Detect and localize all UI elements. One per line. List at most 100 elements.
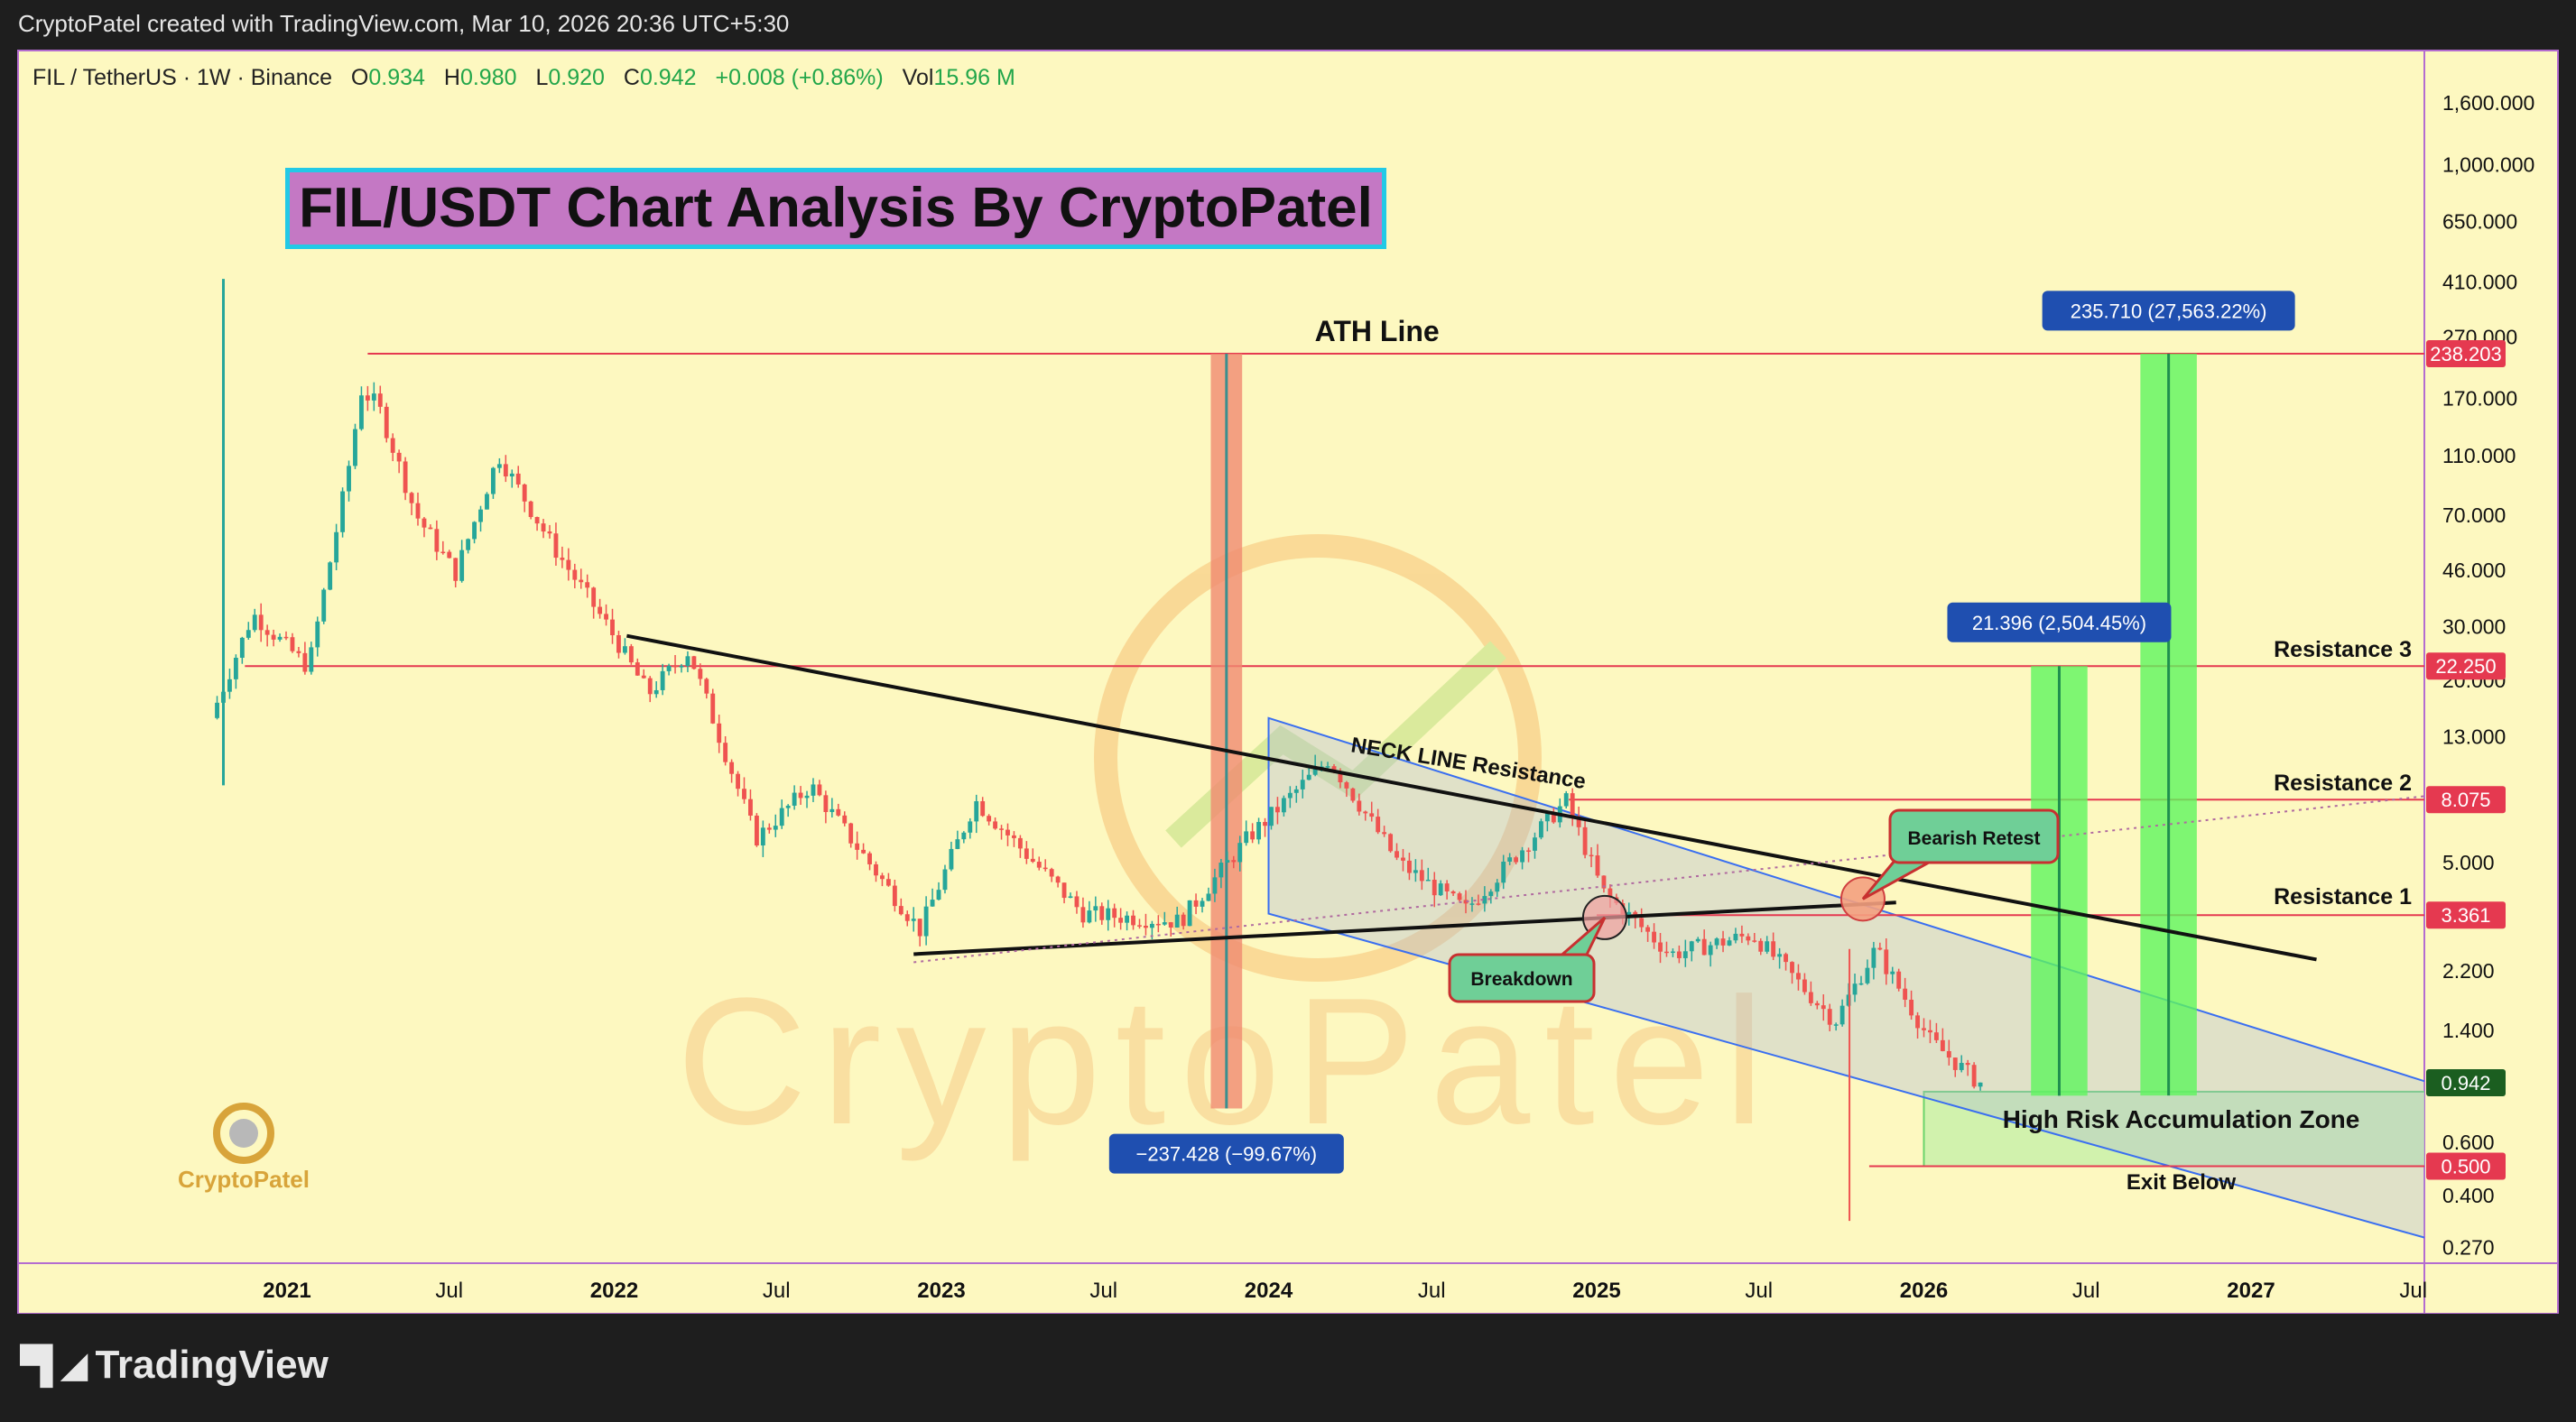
price-badge-text: 22.250 — [2435, 655, 2496, 678]
candle-body — [1331, 766, 1337, 772]
candle-body — [999, 828, 1004, 830]
candle-body — [917, 919, 922, 937]
candle-body — [547, 531, 552, 534]
candle-body — [1739, 933, 1745, 937]
badge-text: CryptoPatel — [178, 1166, 310, 1193]
time-tick: 2025 — [1572, 1279, 1620, 1303]
candle-body — [641, 675, 646, 679]
candle-body — [949, 848, 954, 870]
candle-body — [1231, 860, 1237, 863]
candle-body — [377, 393, 383, 407]
candle-body — [729, 762, 735, 774]
high-label: H — [443, 65, 460, 90]
price-chart[interactable]: CryptoPatel Breakdown Bearish Retest — [0, 47, 2576, 1314]
candle-body — [1476, 903, 1481, 905]
price-badge-text: 0.942 — [2441, 1072, 2490, 1094]
candle-body — [1357, 800, 1362, 812]
candle-body — [1112, 908, 1117, 919]
candle-body — [1131, 915, 1135, 926]
candle-body — [892, 885, 897, 907]
time-tick: Jul — [435, 1279, 463, 1303]
candle-body — [1162, 922, 1167, 925]
candle-body — [1965, 1062, 1970, 1066]
candle-body — [1482, 896, 1487, 904]
candle-body — [246, 630, 251, 638]
candle-body — [1225, 860, 1230, 863]
candle-body — [779, 808, 784, 826]
candle-body — [1269, 807, 1274, 826]
time-axis[interactable]: 2021 Jul 2022 Jul 2023 Jul 2024 Jul 2025 Jul 2026 J… — [263, 1279, 2427, 1303]
candle-body — [353, 429, 357, 466]
candle-body — [1237, 843, 1243, 863]
candle-body — [792, 792, 797, 806]
candle-body — [628, 646, 634, 663]
price-badge — [2426, 652, 2506, 680]
price-axis[interactable]: 1,600.0001,000.000650.000410.000270.0001… — [2442, 91, 2534, 1260]
candle-body — [685, 656, 690, 667]
candle-body — [823, 795, 829, 812]
candle-body — [1425, 880, 1431, 882]
candle-body — [1701, 938, 1707, 956]
candle-body — [1858, 983, 1864, 985]
breakdown-label: Breakdown — [1470, 969, 1572, 990]
candle-body — [987, 816, 992, 822]
candle-body — [1469, 903, 1475, 905]
candle-body — [541, 523, 546, 532]
candle-body — [717, 723, 722, 743]
candle-body — [1664, 951, 1669, 954]
candle-body — [1093, 906, 1098, 911]
candle-body — [1055, 876, 1061, 883]
time-tick: 2023 — [917, 1279, 965, 1303]
candle-body — [1293, 789, 1299, 793]
candle-body — [1444, 883, 1450, 891]
candle-body — [1250, 831, 1256, 840]
candle-body — [466, 539, 471, 550]
candle-body — [1495, 882, 1500, 892]
candle-body — [748, 799, 753, 816]
close-label: C — [623, 65, 640, 90]
candle-body — [509, 473, 514, 477]
candle-body — [302, 652, 308, 672]
bearish-retest-label: Bearish Retest — [1907, 828, 2040, 849]
candle-body — [328, 562, 333, 590]
candle-body — [453, 558, 459, 581]
accumulation-zone — [1923, 1090, 2424, 1168]
candle-body — [1626, 911, 1632, 917]
candle-body — [553, 533, 559, 559]
candle-body — [1376, 817, 1381, 833]
attribution-text: CryptoPatel created with TradingView.com… — [18, 10, 790, 37]
candle-body — [428, 527, 433, 530]
price-tick: 110.000 — [2442, 444, 2516, 467]
price-tick: 410.000 — [2442, 271, 2517, 294]
candle-body — [490, 467, 496, 494]
candle-body — [365, 395, 370, 401]
candle-body — [1802, 979, 1807, 993]
candle-body — [798, 792, 803, 799]
candle-body — [1106, 908, 1111, 920]
footer — [0, 1314, 2576, 1422]
candle-body — [1457, 893, 1462, 900]
candle-body — [447, 551, 452, 559]
candle-body — [923, 906, 929, 937]
tradingview-logo[interactable]: ▀▌◢ TradingView — [20, 1343, 329, 1388]
dotted-extension — [913, 795, 2424, 964]
candle-body — [1733, 933, 1738, 941]
price-badge — [2426, 1069, 2506, 1096]
candle-body — [1551, 812, 1556, 823]
candle-body — [1746, 936, 1751, 941]
candle-body — [811, 784, 816, 796]
candle-body — [736, 773, 740, 789]
ohlc-legend: FIL / TetherUS · 1W · Binance O0.934 H0.… — [32, 65, 1028, 91]
resistance-1-label: Resistance 1 — [2274, 884, 2412, 910]
candle-body — [1206, 893, 1211, 901]
candle-body — [1174, 914, 1180, 928]
candle-body — [1695, 938, 1700, 942]
candle-body — [290, 637, 295, 651]
candle-body — [635, 662, 640, 676]
candle-body — [1281, 798, 1286, 813]
candle-body — [1181, 914, 1186, 927]
candle-body — [1890, 971, 1895, 974]
open-label: O — [350, 65, 369, 90]
candle-body — [1080, 907, 1086, 923]
candle-body — [1463, 900, 1469, 904]
